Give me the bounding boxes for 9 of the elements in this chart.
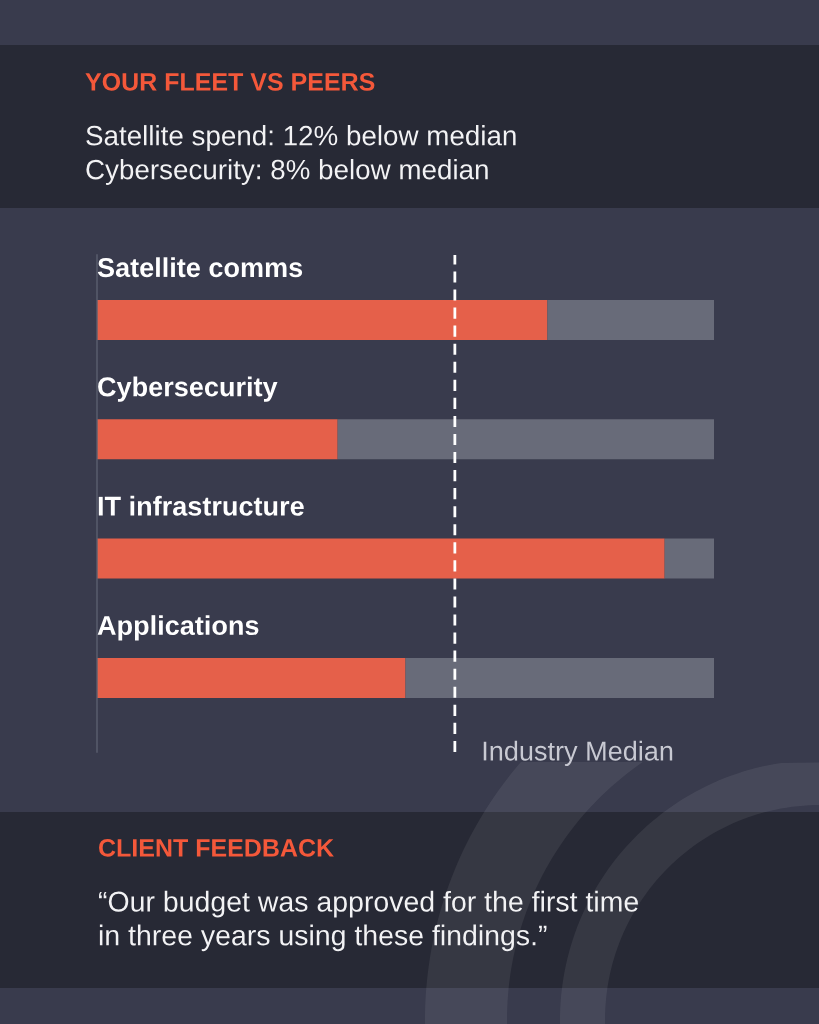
y-tick-label: Applications: [97, 615, 259, 641]
chart-subtitle: Satellite spend: 12% below median Cybersecurity: 8% below median: [86, 125, 516, 185]
y-tick-label: IT infrastructure: [98, 495, 304, 516]
ref-line-label: Industry Median: [483, 740, 673, 767]
y-tick-label: Cybersecurity: [98, 376, 278, 402]
text: CLIENT FEEDBACK: [99, 839, 334, 857]
y-tick-label: Satellite comms: [97, 257, 303, 278]
text: “Our budget was approved for the first time in three years using these findings.”: [99, 890, 638, 952]
chart-title: YOUR FLEET VS PEERS: [85, 73, 375, 91]
